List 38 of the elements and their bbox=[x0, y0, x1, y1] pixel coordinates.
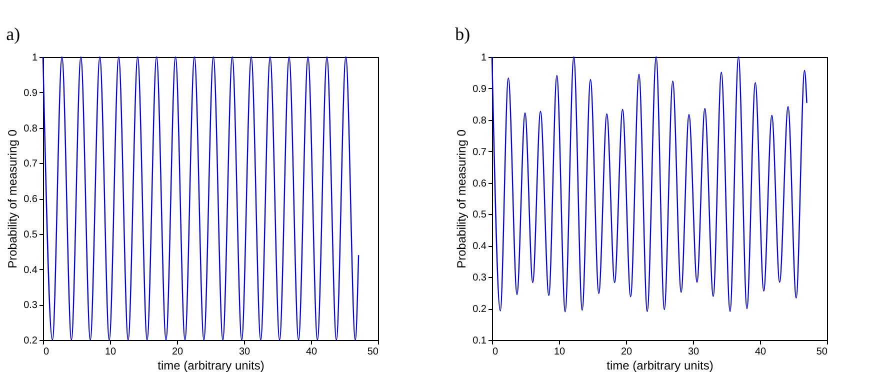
x-tick-label: 10 bbox=[554, 346, 566, 358]
x-tick-label: 20 bbox=[172, 346, 184, 358]
x-tick-label: 0 bbox=[44, 346, 50, 358]
chart-title: b) bbox=[455, 24, 470, 44]
y-tick-label: 0.3 bbox=[472, 272, 487, 284]
y-tick-label: 0.6 bbox=[24, 194, 38, 205]
y-tick-label: 0.8 bbox=[24, 123, 38, 134]
y-tick-label: 0.5 bbox=[24, 229, 38, 240]
y-tick-label: 1 bbox=[480, 52, 487, 64]
x-tick-label: 50 bbox=[816, 346, 828, 358]
x-tick-label: 30 bbox=[688, 346, 700, 358]
x-tick-label: 30 bbox=[238, 346, 250, 358]
y-tick-label: 0.5 bbox=[472, 210, 487, 221]
x-tick-label: 0 bbox=[492, 346, 498, 358]
x-tick-label: 40 bbox=[754, 346, 766, 358]
y-tick-label: 0.9 bbox=[472, 84, 487, 95]
x-tick-label: 10 bbox=[104, 346, 116, 358]
x-tick-label: 20 bbox=[620, 346, 632, 358]
x-tick-label: 50 bbox=[367, 346, 379, 358]
y-tick-label: 0.7 bbox=[472, 146, 487, 158]
y-tick-label: 0.9 bbox=[24, 88, 38, 99]
y-tick-label: 0.2 bbox=[24, 336, 38, 346]
chart-title: a) bbox=[6, 24, 20, 44]
y-tick-label: 0.4 bbox=[24, 264, 38, 276]
y-tick-label: 0.1 bbox=[472, 336, 487, 346]
y-tick-label: 0.3 bbox=[24, 300, 38, 312]
y-axis-title: Probability of measuring 0 bbox=[6, 129, 20, 268]
y-tick-label: 0.4 bbox=[472, 241, 487, 252]
y-tick-label: 0.7 bbox=[24, 158, 38, 170]
y-axis-title: Probability of measuring 0 bbox=[454, 129, 469, 268]
y-tick-label: 0.6 bbox=[472, 178, 487, 190]
x-tick-label: 40 bbox=[306, 346, 318, 358]
y-tick-label: 0.2 bbox=[472, 304, 487, 316]
x-axis-title: time (arbitrary units) bbox=[606, 358, 714, 372]
y-tick-label: 0.8 bbox=[472, 115, 487, 126]
line-series bbox=[491, 56, 808, 312]
y-tick-label: 1 bbox=[32, 52, 38, 64]
x-axis-title: time (arbitrary units) bbox=[158, 358, 264, 372]
